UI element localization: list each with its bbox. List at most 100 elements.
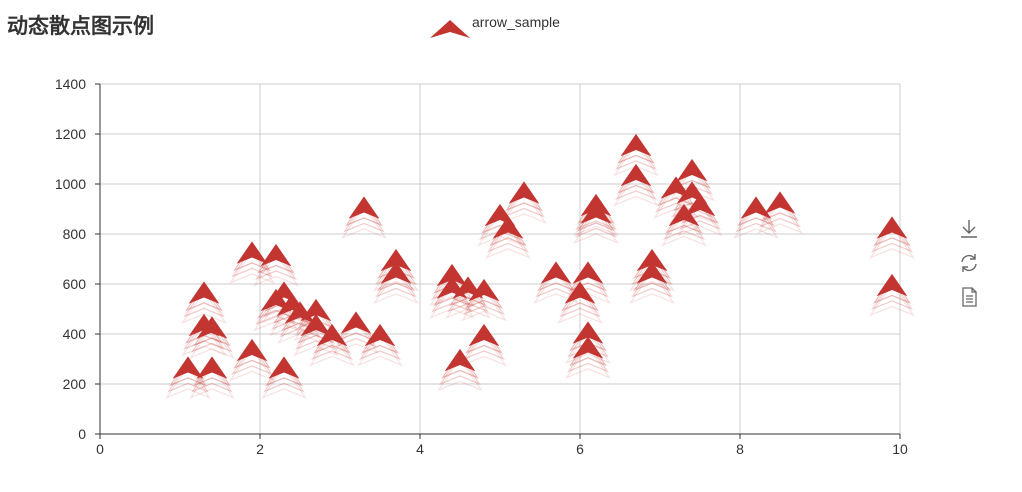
y-tick-label: 200 <box>63 376 87 392</box>
point-arrow <box>620 163 652 187</box>
point-trail <box>869 225 915 259</box>
scatter-point[interactable] <box>229 338 275 382</box>
point-arrow <box>572 336 604 359</box>
point-trail <box>253 297 299 332</box>
y-tick-label: 800 <box>63 226 87 242</box>
scatter-point[interactable] <box>613 133 659 177</box>
scatter-point[interactable] <box>437 348 483 392</box>
point-trail <box>613 172 659 207</box>
scatter-point[interactable] <box>461 323 507 367</box>
point-trail <box>373 270 419 304</box>
point-trail <box>341 205 387 239</box>
refresh-icon <box>961 254 977 272</box>
scatter-point[interactable] <box>565 261 611 304</box>
x-tick-label: 2 <box>256 441 264 457</box>
scatter-point[interactable] <box>501 181 547 224</box>
scatter-point[interactable] <box>613 163 659 207</box>
point-trail <box>429 272 475 307</box>
point-arrow <box>740 196 772 219</box>
point-arrow <box>316 323 348 347</box>
point-trail <box>253 252 299 287</box>
download-icon <box>961 220 977 238</box>
point-arrow <box>236 241 268 264</box>
scatter-point[interactable] <box>357 323 403 367</box>
point-arrow <box>764 191 796 214</box>
point-trail <box>757 200 803 234</box>
point-trail <box>461 332 507 367</box>
scatter-point[interactable] <box>189 316 235 359</box>
scatter-point[interactable] <box>661 203 707 247</box>
point-trail <box>333 320 379 354</box>
point-arrow <box>676 158 708 182</box>
scatter-point[interactable] <box>565 336 611 379</box>
scatter-point[interactable] <box>629 261 675 304</box>
point-arrow <box>572 321 604 344</box>
scatter-point[interactable] <box>485 216 531 259</box>
point-arrow <box>268 356 300 379</box>
point-trail <box>613 142 659 177</box>
point-arrow <box>564 281 596 304</box>
scatter-point[interactable] <box>533 261 579 304</box>
point-arrow <box>340 311 372 334</box>
save-image-button[interactable] <box>956 212 982 246</box>
scatter-point[interactable] <box>189 356 235 399</box>
point-arrow <box>380 248 412 272</box>
scatter-point[interactable] <box>677 193 723 237</box>
scatter-point[interactable] <box>757 191 803 234</box>
scatter-point[interactable] <box>181 281 227 324</box>
legend-label: arrow_sample <box>472 14 560 30</box>
point-arrow <box>684 193 716 217</box>
point-arrow <box>636 248 668 272</box>
point-trail <box>181 322 227 357</box>
point-trail <box>573 210 619 244</box>
point-trail <box>565 345 611 379</box>
point-arrow <box>436 263 468 287</box>
scatter-point[interactable] <box>309 323 355 367</box>
scatter-point[interactable] <box>165 356 211 399</box>
point-trail <box>565 270 611 304</box>
point-trail <box>229 250 275 284</box>
point-trail <box>189 325 235 359</box>
y-tick-label: 600 <box>63 276 87 292</box>
point-trail <box>461 287 507 322</box>
toolbox <box>956 212 982 314</box>
scatter-point[interactable] <box>229 241 275 284</box>
point-trail <box>357 332 403 367</box>
point-arrow <box>300 298 332 322</box>
point-arrow <box>468 323 500 347</box>
point-trail <box>445 285 491 319</box>
point-trail <box>485 225 531 259</box>
restore-button[interactable] <box>956 246 982 280</box>
point-trail <box>189 365 235 399</box>
y-tick-label: 1000 <box>55 176 86 192</box>
scatter-point[interactable] <box>293 313 339 357</box>
scatter-point[interactable] <box>461 278 507 322</box>
scatter-point[interactable] <box>253 243 299 287</box>
point-trail <box>533 270 579 304</box>
data-view-button[interactable] <box>956 280 982 314</box>
scatter-point[interactable] <box>573 201 619 244</box>
scatter-point[interactable] <box>341 196 387 239</box>
point-arrow <box>876 216 908 239</box>
point-arrow <box>236 338 268 362</box>
point-trail <box>629 270 675 304</box>
scatter-point[interactable] <box>261 356 307 399</box>
point-arrow <box>572 261 604 284</box>
scatter-point[interactable] <box>869 273 915 317</box>
point-arrow <box>620 133 652 157</box>
scatter-point[interactable] <box>373 261 419 304</box>
point-trail <box>629 257 675 292</box>
point-trail <box>261 290 307 324</box>
point-trail <box>501 190 547 224</box>
point-trail <box>261 365 307 399</box>
scatter-point[interactable] <box>733 196 779 239</box>
y-tick-label: 400 <box>63 326 87 342</box>
x-tick-label: 4 <box>416 441 424 457</box>
point-arrow <box>300 313 332 337</box>
point-trail <box>437 357 483 392</box>
scatter-point[interactable] <box>557 281 603 324</box>
scatter-point[interactable] <box>869 216 915 259</box>
point-arrow <box>444 348 476 372</box>
point-trail <box>269 302 315 337</box>
point-arrow <box>348 196 380 219</box>
